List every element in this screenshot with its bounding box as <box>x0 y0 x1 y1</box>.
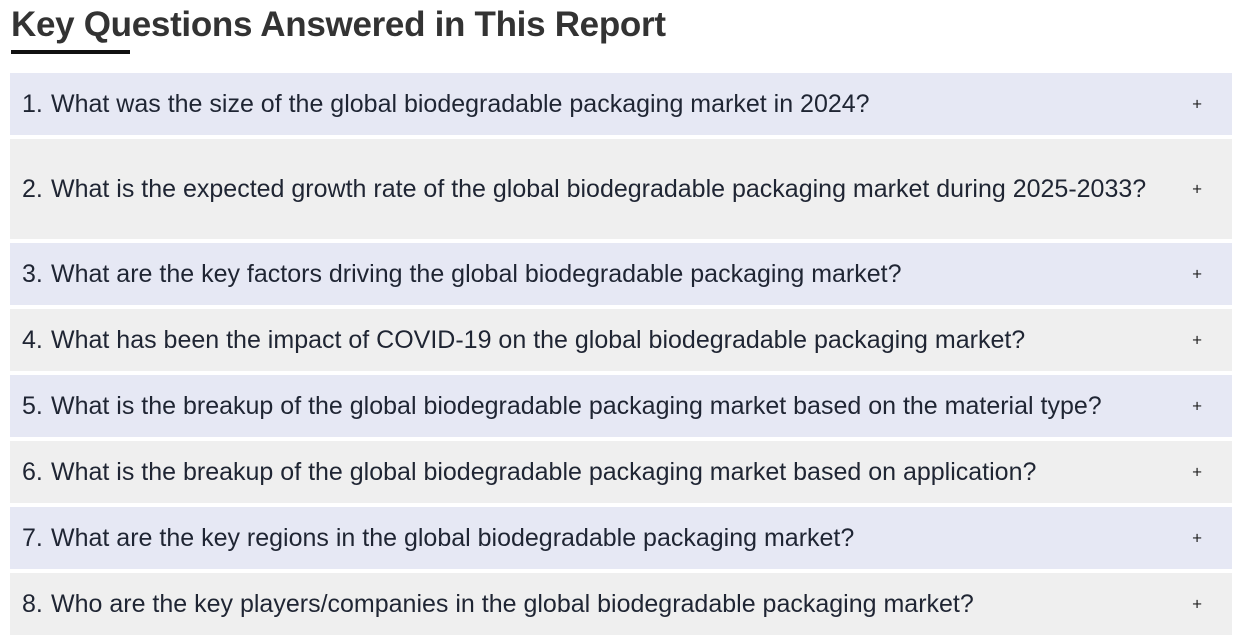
faq-question: What was the size of the global biodegra… <box>51 90 870 118</box>
faq-question: What is the expected growth rate of the … <box>51 175 1147 203</box>
faq-number: 4. <box>22 326 43 354</box>
title-underline <box>11 50 130 54</box>
expand-plus-icon[interactable]: + <box>1192 264 1202 284</box>
expand-plus-icon[interactable]: + <box>1192 94 1202 114</box>
faq-question: What is the breakup of the global biodeg… <box>51 458 1037 486</box>
faq-item-5[interactable]: 5. What is the breakup of the global bio… <box>10 375 1232 437</box>
faq-item-1[interactable]: 1. What was the size of the global biode… <box>10 73 1232 135</box>
expand-plus-icon[interactable]: + <box>1192 179 1202 199</box>
expand-plus-icon[interactable]: + <box>1192 594 1202 614</box>
faq-question: What are the key factors driving the glo… <box>51 260 902 288</box>
faq-number: 3. <box>22 260 43 288</box>
faq-item-8[interactable]: 8. Who are the key players/companies in … <box>10 573 1232 635</box>
faq-accordion: 1. What was the size of the global biode… <box>10 73 1232 639</box>
faq-number: 1. <box>22 90 43 118</box>
expand-plus-icon[interactable]: + <box>1192 462 1202 482</box>
faq-number: 8. <box>22 590 43 618</box>
faq-number: 2. <box>22 175 43 203</box>
faq-number: 7. <box>22 524 43 552</box>
faq-number: 6. <box>22 458 43 486</box>
faq-question: What are the key regions in the global b… <box>51 524 855 552</box>
faq-question: What is the breakup of the global biodeg… <box>51 392 1102 420</box>
faq-item-7[interactable]: 7. What are the key regions in the globa… <box>10 507 1232 569</box>
faq-item-3[interactable]: 3. What are the key factors driving the … <box>10 243 1232 305</box>
faq-item-6[interactable]: 6. What is the breakup of the global bio… <box>10 441 1232 503</box>
faq-question: What has been the impact of COVID-19 on … <box>51 326 1026 354</box>
expand-plus-icon[interactable]: + <box>1192 330 1202 350</box>
section-title: Key Questions Answered in This Report <box>11 5 666 44</box>
expand-plus-icon[interactable]: + <box>1192 528 1202 548</box>
faq-question: Who are the key players/companies in the… <box>51 590 974 618</box>
faq-item-4[interactable]: 4. What has been the impact of COVID-19 … <box>10 309 1232 371</box>
faq-item-2[interactable]: 2. What is the expected growth rate of t… <box>10 139 1232 239</box>
faq-number: 5. <box>22 392 43 420</box>
expand-plus-icon[interactable]: + <box>1192 396 1202 416</box>
